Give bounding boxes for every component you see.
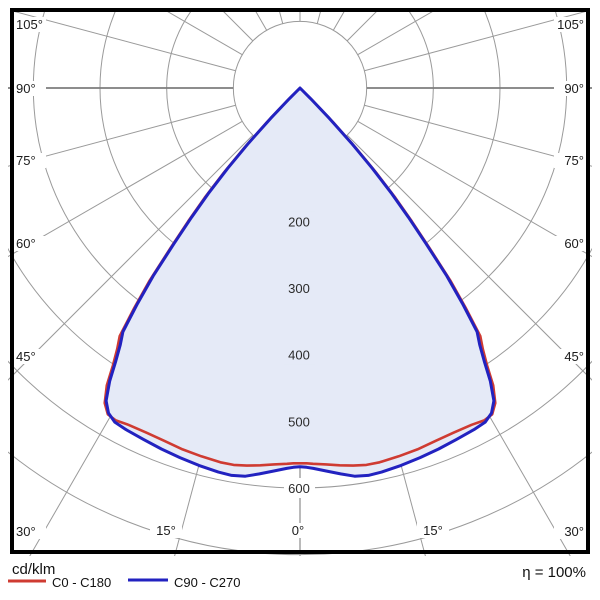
angle-label: 0°: [292, 523, 304, 538]
value-label-box: [284, 478, 315, 498]
legend-unit-label: cd/klm: [12, 561, 55, 578]
curve-c90-c270: [104, 86, 496, 478]
angle-label: 90°: [564, 81, 584, 96]
angle-label-box: [14, 81, 46, 96]
value-labels: 200 300 400 500 600: [284, 211, 315, 498]
angle-label-box: [417, 523, 449, 538]
legend-c90-label: C90 - C270: [174, 575, 240, 590]
efficiency-label: η = 100%: [522, 564, 586, 581]
angle-label-box: [554, 236, 586, 251]
angle-label: 105°: [16, 17, 43, 32]
angle-label-box: [282, 523, 314, 538]
angle-label-box: [14, 17, 46, 32]
value-label-box: [284, 411, 315, 432]
angle-label-box: [150, 523, 182, 538]
angle-label: 75°: [564, 153, 584, 168]
intensity-curves: [103, 86, 497, 478]
angle-label: 105°: [557, 17, 584, 32]
value-label: 600: [288, 481, 310, 496]
value-label: 500: [288, 414, 310, 429]
angle-label-box: [554, 153, 586, 168]
angle-label: 30°: [16, 524, 36, 539]
value-label: 300: [288, 281, 310, 296]
grid-radial-line: [346, 134, 592, 381]
angle-label: 90°: [16, 81, 36, 96]
legend: cd/klm C0 - C180 C90 - C270 η = 100%: [8, 561, 586, 590]
angle-label-box: [14, 349, 46, 364]
value-label-box: [284, 211, 315, 232]
angle-label: 75°: [16, 153, 36, 168]
chart-frame: [10, 8, 590, 554]
angle-label: 60°: [16, 236, 36, 251]
value-label-box: [284, 344, 315, 365]
angle-label-box: [554, 349, 586, 364]
value-label: 200: [288, 214, 310, 229]
angle-label-box: [554, 17, 586, 32]
angle-label: 15°: [423, 523, 443, 538]
grid-radial-line: [14, 12, 236, 72]
grid-radial-line: [8, 120, 243, 258]
angle-label: 15°: [156, 523, 176, 538]
angle-label: 60°: [564, 236, 584, 251]
legend-c0-label: C0 - C180: [52, 575, 111, 590]
value-label-box: [284, 278, 315, 298]
grid-radial-line: [8, 104, 236, 167]
angle-label-box: [554, 81, 586, 96]
grid-radial-line: [357, 120, 592, 258]
angle-label: 45°: [564, 349, 584, 364]
grid-radial-line: [8, 134, 254, 381]
grid-radial-line: [364, 12, 586, 72]
angle-label-box: [14, 524, 46, 539]
angle-labels: 105° 90° 75° 60° 45° 30° 15° 0° 15° 30° 45° 60° 75° 9…: [14, 17, 586, 539]
angle-label-box: [14, 236, 46, 251]
angle-label-box: [554, 524, 586, 539]
angle-label: 30°: [564, 524, 584, 539]
grid-radial-line: [364, 104, 592, 167]
value-label: 400: [288, 348, 310, 363]
angle-label-box: [14, 153, 46, 168]
angle-label: 45°: [16, 349, 36, 364]
